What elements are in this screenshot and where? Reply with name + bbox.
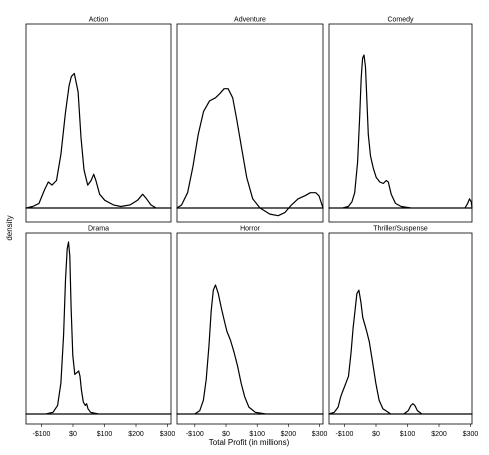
x-tick-label: $100 — [400, 431, 416, 438]
facet-panel-thriller-suspense — [328, 232, 473, 425]
facet-adventure: Adventure — [176, 15, 324, 223]
x-tick-label: $0 — [372, 431, 380, 438]
facet-title-adventure: Adventure — [234, 17, 266, 24]
facet-strip-comedy — [329, 15, 472, 24]
facet-drama: Drama — [25, 224, 172, 425]
x-tick-label: $0 — [69, 431, 77, 438]
density-curve-drama — [25, 241, 172, 415]
density-curve-comedy — [328, 54, 473, 209]
x-tick-label: $0 — [222, 431, 230, 438]
facet-title-thriller-suspense: Thriller/Suspense — [373, 226, 428, 233]
facet-strip-adventure — [177, 15, 323, 24]
density-curve-action — [25, 72, 172, 209]
facet-panel-horror — [176, 232, 324, 425]
density-curve-horror — [176, 284, 324, 415]
facet-title-drama: Drama — [88, 226, 109, 233]
facet-title-comedy: Comedy — [387, 17, 414, 24]
x-tick-label: $300 — [463, 431, 479, 438]
facet-strip-horror — [177, 224, 323, 233]
x-tick-label: -$100 — [33, 431, 51, 438]
x-axis-title: Total Profit (in millions) — [209, 438, 290, 447]
y-axis-title: density — [5, 215, 14, 240]
x-tick-label: -$100 — [186, 431, 204, 438]
facet-comedy: Comedy — [328, 15, 473, 223]
x-tick-label: $100 — [97, 431, 113, 438]
facet-title-horror: Horror — [240, 226, 261, 233]
facet-thriller-suspense: Thriller/Suspense — [328, 224, 473, 425]
facet-title-action: Action — [89, 17, 109, 24]
facet-action: Action — [25, 15, 172, 223]
density-curve-adventure — [176, 88, 324, 217]
x-tick-label: $100 — [249, 431, 265, 438]
facet-panel-adventure — [176, 23, 324, 223]
x-tick-label: $300 — [160, 431, 176, 438]
facet-strip-thriller-suspense — [329, 224, 472, 233]
facet-panel-drama — [25, 232, 172, 425]
facet-panel-comedy — [328, 23, 473, 223]
facet-horror: Horror — [176, 224, 324, 425]
facet-strip-action — [26, 15, 171, 24]
x-tick-label: $200 — [128, 431, 144, 438]
x-tick-label: $200 — [431, 431, 447, 438]
facet-strip-drama — [26, 224, 171, 233]
x-tick-label: $200 — [281, 431, 297, 438]
density-curve-thriller-suspense — [328, 289, 473, 415]
x-tick-label: -$100 — [336, 431, 354, 438]
x-tick-label: $300 — [312, 431, 328, 438]
